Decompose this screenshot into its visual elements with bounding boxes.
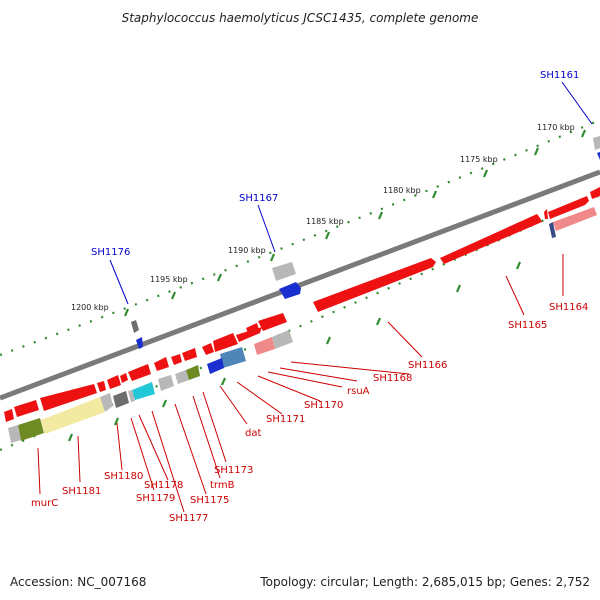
label-sh1180[interactable]: SH1180: [104, 471, 143, 482]
label-sh1165[interactable]: SH1165: [508, 320, 547, 331]
block-gray-5: [8, 425, 21, 443]
scale-track-lower: [0, 193, 600, 452]
block-olive: [186, 365, 200, 380]
gene-sh1178: [128, 364, 151, 381]
label-dat[interactable]: dat: [245, 428, 261, 439]
label-trmb[interactable]: trmB: [210, 480, 235, 491]
gene-sh1177-a: [154, 357, 169, 371]
gene-sh1173: [202, 343, 214, 355]
label-sh1170[interactable]: SH1170: [304, 400, 343, 411]
block-gray-4: [100, 393, 113, 412]
leader-lines-upper: [109, 81, 593, 305]
block-steel: [220, 347, 246, 368]
label-sh1168[interactable]: SH1168: [373, 373, 412, 384]
gene-murC-c: [4, 409, 14, 422]
accession-text: Accession: NC_007168: [10, 575, 146, 589]
label-sh1175[interactable]: SH1175: [190, 495, 229, 506]
gene-murC-a: [40, 384, 97, 411]
gene-sh1176-arrow: [136, 337, 143, 349]
label-sh1166[interactable]: SH1166: [408, 360, 447, 371]
block-darkgray: [113, 391, 129, 408]
gene-sh1166: [313, 258, 436, 312]
gene-sh1164: [548, 196, 589, 219]
label-sh1171[interactable]: SH1171: [266, 414, 305, 425]
feature-blocks: [8, 207, 597, 443]
genome-backbone: [0, 169, 600, 401]
block-cyan: [132, 382, 155, 400]
label-rsua[interactable]: rsuA: [347, 386, 370, 397]
gene-rsuA: [213, 333, 238, 352]
map-title: Staphylococcus haemolyticus JCSC1435, co…: [122, 11, 479, 25]
gene-sh1161-arrow: [597, 152, 600, 160]
block-blue: [207, 358, 224, 374]
label-sh1161[interactable]: SH1161: [540, 70, 579, 81]
label-sh1164[interactable]: SH1164: [549, 302, 588, 313]
gene-sh1170: [258, 313, 287, 331]
block-sh1164-light: [553, 207, 597, 231]
block-olive-2: [18, 418, 44, 441]
gene-sh1167-box: [272, 262, 296, 281]
scale-label-1195: 1195 kbp: [150, 275, 188, 284]
gene-sh1175: [171, 354, 182, 365]
scale-label-1185: 1185 kbp: [306, 217, 344, 226]
gene-sh1164-arrow: [544, 209, 548, 219]
block-light-yellow: [41, 397, 105, 434]
gene-murC-b: [14, 400, 39, 417]
gene-sh1179: [120, 373, 128, 383]
scale-major-ticks: [67, 129, 587, 442]
block-sh1164-navy: [549, 222, 556, 238]
gene-sh1180: [107, 375, 121, 389]
label-sh1167[interactable]: SH1167: [239, 193, 278, 204]
label-sh1177[interactable]: SH1177: [169, 513, 208, 524]
gene-trmB: [182, 348, 197, 361]
block-sh1168-light: [254, 337, 275, 355]
gene-sh1181: [97, 381, 106, 392]
scale-track-upper: [0, 118, 600, 357]
scale-label-1190: 1190 kbp: [228, 246, 266, 255]
summary-text: Topology: circular; Length: 2,685,015 bp…: [259, 575, 590, 589]
leader-lines-lower: [37, 254, 564, 513]
forward-strand-genes: [4, 187, 600, 422]
label-sh1181[interactable]: SH1181: [62, 486, 101, 497]
block-sh1168-gray: [272, 330, 293, 349]
upper-genes: [131, 136, 600, 349]
block-gray-1: [175, 370, 189, 384]
label-sh1176[interactable]: SH1176: [91, 247, 130, 258]
gene-dat: [236, 327, 262, 342]
scale-label-1200: 1200 kbp: [71, 303, 109, 312]
gene-sh1161-marker: [593, 136, 600, 150]
gene-sh1165: [440, 214, 542, 264]
scale-label-1170: 1170 kbp: [537, 123, 575, 132]
label-sh1179[interactable]: SH1179: [136, 493, 175, 504]
block-gray-2: [158, 375, 174, 391]
block-gray-3: [128, 390, 135, 402]
scale-label-1180: 1180 kbp: [383, 186, 421, 195]
scale-label-1175: 1175 kbp: [460, 155, 498, 164]
label-murc[interactable]: murC: [31, 498, 58, 509]
gene-sh1167-arrow: [279, 282, 301, 299]
label-sh1173[interactable]: SH1173: [214, 465, 253, 476]
gene-fwd-small-a: [590, 187, 600, 199]
gene-sh1176-box: [131, 320, 139, 333]
label-sh1178[interactable]: SH1178: [144, 480, 183, 491]
